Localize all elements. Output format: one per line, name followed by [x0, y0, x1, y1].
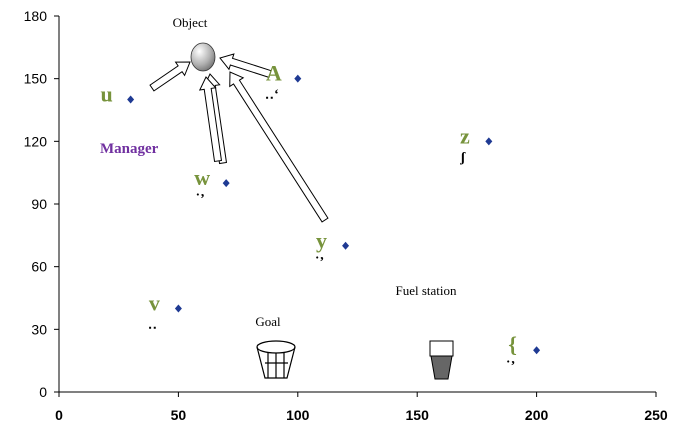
data-point [174, 304, 182, 313]
agent-sublabel: ˙ʼ [195, 192, 204, 207]
agent-sublabel: ˙ʼ [506, 359, 515, 374]
y-tick-label: 180 [24, 8, 48, 24]
arrow [149, 61, 191, 92]
y-tick-label: 30 [31, 321, 47, 337]
x-tick-label: 250 [644, 407, 668, 423]
goal-basket-icon [256, 340, 296, 379]
data-marks: u w ˙ʼ A ‥ʻ y ˙ʼ zʃ v ‥ { ˙ʼ [101, 61, 541, 374]
axes [58, 16, 656, 393]
data-point [533, 346, 541, 355]
agent-sublabel: ‥ʻ [265, 88, 279, 103]
x-tick-label: 150 [406, 407, 430, 423]
manager-label: Manager [100, 141, 159, 157]
y-tick-label: 90 [31, 196, 47, 212]
object-label: Object [173, 15, 208, 30]
fuel-pump-icon [429, 340, 454, 380]
data-point [485, 137, 493, 146]
arrows [149, 53, 329, 223]
object-sphere [190, 42, 216, 72]
agent-label: z [460, 123, 470, 148]
data-point [342, 241, 350, 250]
agent-label: y [316, 228, 327, 253]
y-tick-label: 60 [31, 259, 47, 275]
goal-label: Goal [255, 314, 281, 329]
x-tick-label: 100 [286, 407, 310, 423]
agent-label: u [101, 82, 113, 107]
agent-sublabel: ‥ [148, 317, 157, 332]
y-tick-label: 150 [24, 71, 48, 87]
agent-label: A [266, 61, 282, 86]
agent-sublabel: ʃ [460, 150, 466, 165]
arrow [219, 53, 272, 78]
agent-label: w [194, 165, 210, 190]
agent-sublabel: ˙ʼ [315, 255, 324, 270]
y-tick-label: 0 [39, 384, 47, 400]
x-tick-label: 0 [55, 407, 63, 423]
agent-label: { [508, 332, 517, 357]
fuel-station-label: Fuel station [395, 283, 457, 298]
data-point [127, 95, 135, 104]
x-tick-label: 50 [171, 407, 187, 423]
x-tick-label: 200 [525, 407, 549, 423]
arrow [229, 71, 329, 223]
data-point [294, 74, 302, 83]
y-ticks: 0 30 60 90 120 150 180 [24, 8, 59, 400]
arrow [198, 76, 223, 163]
data-point [222, 179, 230, 188]
x-ticks: 0 50 100 150 200 250 [55, 392, 668, 423]
agent-label: v [149, 290, 160, 315]
y-tick-label: 120 [24, 133, 48, 149]
